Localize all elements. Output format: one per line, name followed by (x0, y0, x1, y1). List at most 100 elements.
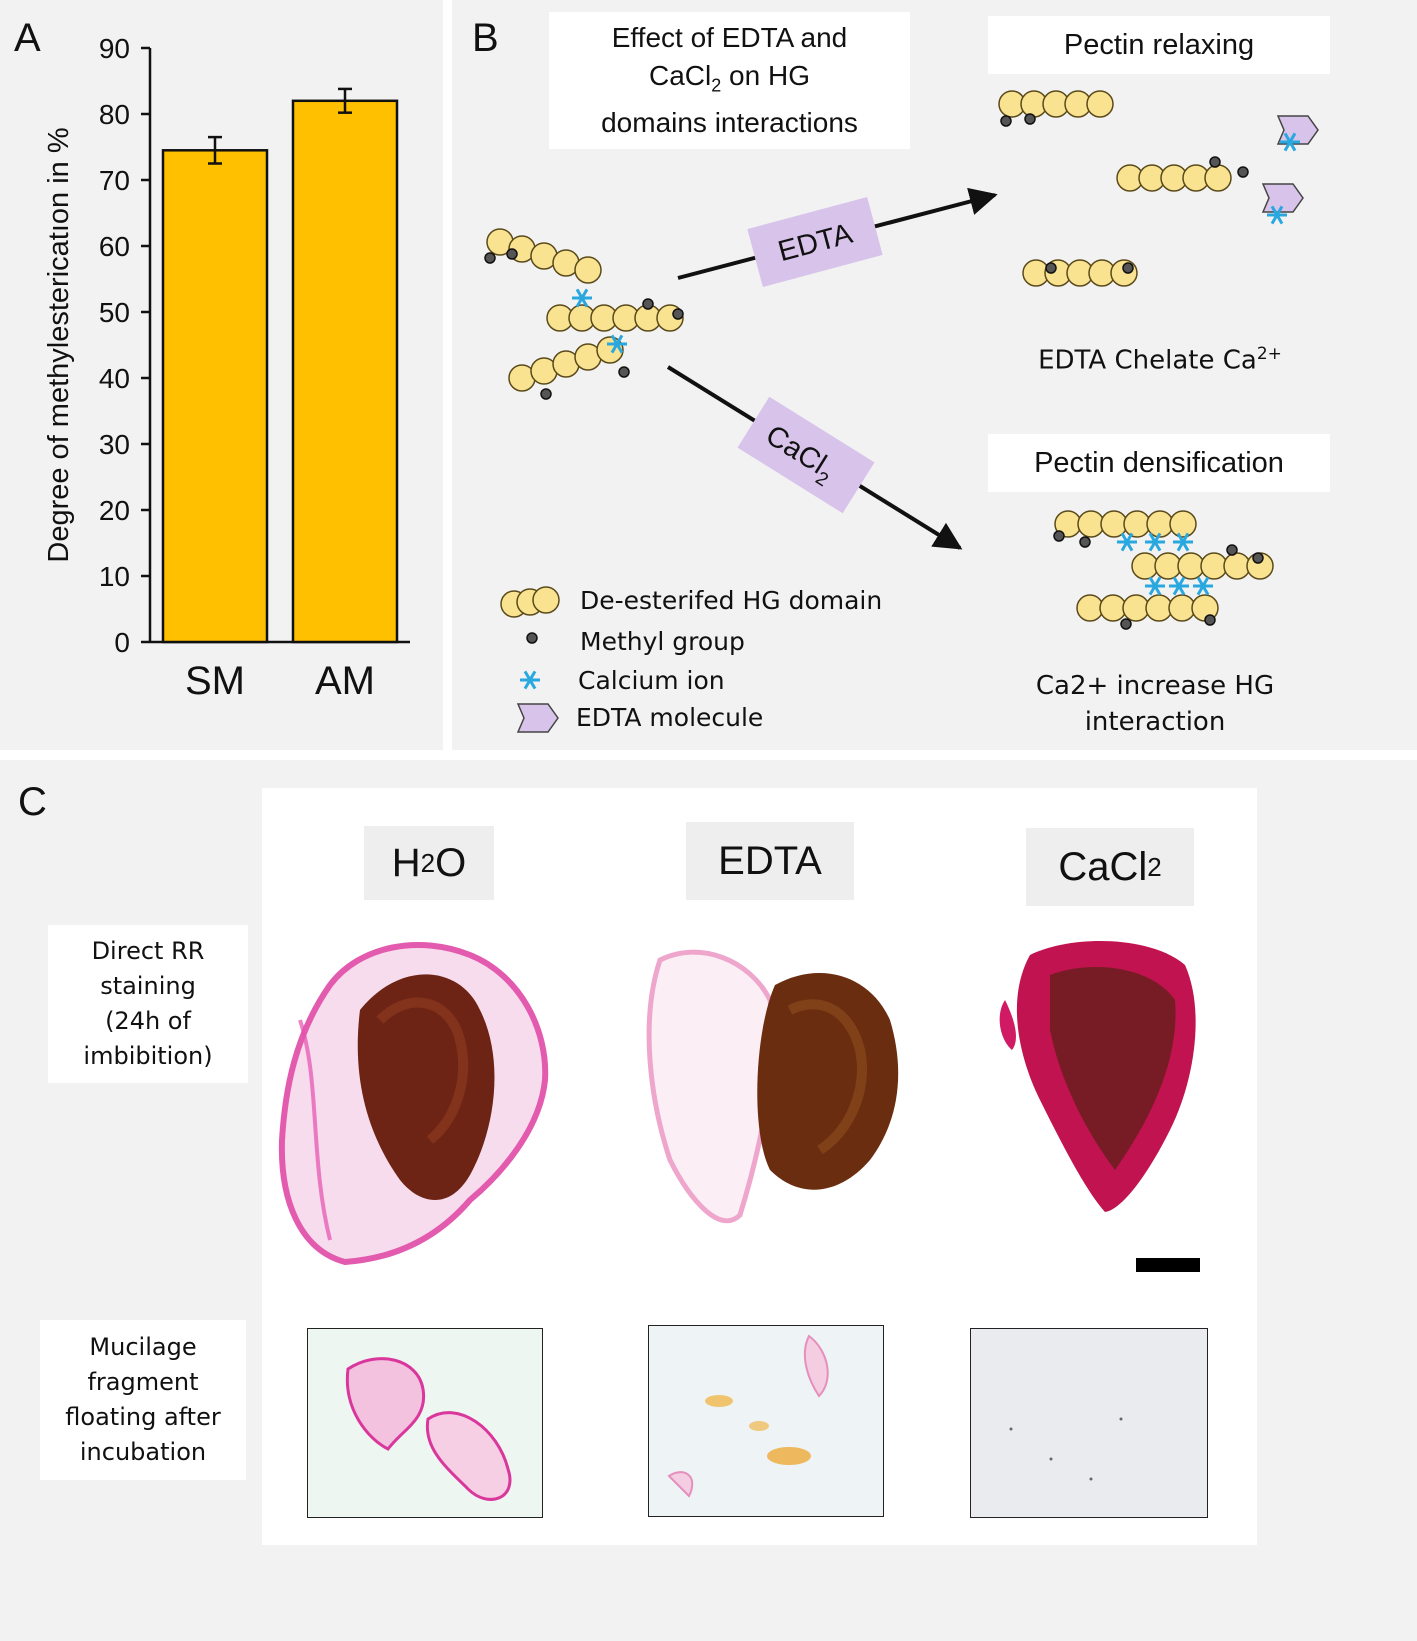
y-axis-label: Degree of methylestericatıon in % (43, 127, 75, 562)
legend-calcium: Calcium ion (578, 666, 725, 695)
legend-edta: EDTA molecule (576, 703, 764, 732)
edta-arrow-label: EDTA (747, 196, 883, 288)
methyl-group (1122, 262, 1134, 274)
legend-hg-icon (500, 586, 560, 618)
panel-a-label: A (14, 16, 41, 60)
panel-c-label: C (18, 780, 47, 824)
diagram-title-cacl: CaCl (649, 59, 712, 91)
row-label-staining-1: Direct RR (91, 937, 205, 965)
calcium-ion (1193, 576, 1213, 596)
diagram-title-line-2: CaCl2 on HG (649, 57, 810, 105)
calcium-ion (1173, 532, 1193, 552)
hg-chain-left-2 (546, 304, 684, 332)
y-tick-label: 90 (99, 33, 130, 64)
y-tick-label: 50 (99, 297, 130, 328)
densification-caption-line-1: Ca2+ increase HG (1035, 671, 1275, 701)
y-tick-label: 40 (99, 363, 130, 394)
cacl2-main: CaCl (1058, 844, 1148, 889)
treatment-cacl2: CaCl 2 (1026, 828, 1194, 906)
row-label-mucilage-3: floating after (65, 1403, 221, 1431)
seed-cacl2-image (999, 941, 1196, 1212)
diagram-title-hg: on HG (721, 59, 810, 91)
methyl-group (1237, 166, 1249, 178)
methyl-group (672, 308, 684, 320)
calcium-ion (1117, 532, 1137, 552)
x-tick-label: SM (185, 659, 245, 703)
calcium-ion (1145, 576, 1165, 596)
densification-caption: Ca2+ increase HG interaction (995, 668, 1315, 740)
relax-caption: EDTA Chelate Ca2+ (1010, 336, 1310, 379)
relax-caption-sup: 2+ (1256, 344, 1282, 364)
treatment-edta: EDTA (686, 822, 854, 900)
hg-chain-relax-1 (998, 90, 1114, 118)
error-bar-am (338, 87, 352, 114)
pectin-relaxing-title: Pectin relaxing (988, 16, 1330, 74)
methyl-group (642, 298, 654, 310)
mucilage-h2o-image (307, 1328, 543, 1518)
h2o-sub: 2 (420, 847, 436, 878)
methyl-group (540, 388, 552, 400)
y-tick-label: 60 (99, 231, 130, 262)
mucilage-cacl2-image (970, 1328, 1208, 1518)
row-label-staining-2: staining (100, 972, 196, 1000)
calcium-ion (572, 288, 592, 308)
calcium-ion (520, 670, 540, 690)
methyl-group (1045, 262, 1057, 274)
pectin-diagram: EDTA CaCl2 (484, 90, 1319, 733)
methyl-group (484, 252, 496, 264)
y-tick-label: 70 (99, 165, 130, 196)
diagram-title: Effect of EDTA and CaCl2 on HG domains i… (549, 12, 910, 149)
scale-bar (1136, 1258, 1200, 1272)
methyl-group (1209, 156, 1221, 168)
y-tick-label: 20 (99, 495, 130, 526)
methyl-group (1079, 536, 1091, 548)
legend-hg: De-esterifed HG domain (580, 586, 883, 615)
h2o-tail: O (435, 840, 467, 885)
row-label-staining: Direct RR staining (24h of imbibition) (48, 925, 248, 1083)
methyl-group (1252, 552, 1264, 564)
bar-chart: 0 10 20 30 40 50 60 70 80 90 SM AM Degree of methyle… (43, 33, 410, 703)
pectin-densification-title: Pectin densification (988, 434, 1330, 492)
diagram-title-line-1: Effect of EDTA and (611, 21, 848, 53)
cacl-arrow-label: CaCl2 (737, 396, 875, 514)
row-label-mucilage-2: fragment (87, 1368, 199, 1396)
edta-molecule (516, 703, 559, 733)
row-label-mucilage-1: Mucilage (89, 1333, 197, 1361)
row-label-staining-4: imbibition) (83, 1042, 213, 1070)
hg-chain-dense-2 (1131, 552, 1274, 580)
y-tick-label: 0 (114, 627, 130, 658)
relax-caption-text: EDTA Chelate Ca (1038, 345, 1257, 376)
mucilage-edta-drawing (667, 1334, 829, 1498)
legend-methyl: Methyl group (580, 627, 745, 656)
methyl-group (1000, 115, 1012, 127)
edta-molecule (1261, 183, 1304, 213)
calcium-ion (607, 334, 627, 354)
pectin-molecules (484, 90, 1319, 733)
y-tick-label: 10 (99, 561, 130, 592)
mucilage-edta-image (648, 1325, 884, 1517)
methyl-group (1120, 618, 1132, 630)
calcium-ion (1267, 205, 1287, 225)
y-tick-label: 80 (99, 99, 130, 130)
y-tick-label: 30 (99, 429, 130, 460)
diagram-title-line-3: domains interactions (601, 107, 858, 139)
calcium-ion (1280, 132, 1300, 152)
mucilage-cacl2-drawing (1009, 1417, 1123, 1481)
h2o-main: H (391, 840, 421, 885)
mucilage-h2o-drawing (345, 1357, 512, 1501)
methyl-group (506, 248, 518, 260)
row-label-mucilage-4: incubation (79, 1438, 207, 1466)
row-label-mucilage: Mucilage fragment floating after incubat… (40, 1320, 246, 1480)
error-bar-sm (208, 135, 222, 165)
methyl-group (1024, 113, 1036, 125)
row-label-staining-3: (24h of (105, 1007, 191, 1035)
methyl-group (1053, 530, 1065, 542)
methyl-group (618, 366, 630, 378)
bar-am (291, 99, 399, 644)
methyl-group (1204, 614, 1216, 626)
edta-main: EDTA (718, 838, 822, 883)
diagram-title-sub: 2 (711, 75, 722, 96)
seed-edta-image (646, 949, 899, 1224)
